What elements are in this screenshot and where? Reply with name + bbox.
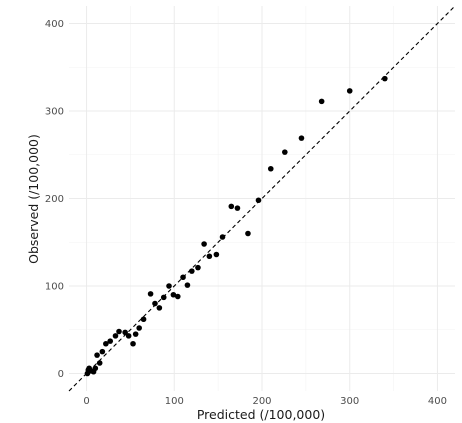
data-point [255,197,262,204]
data-point [125,333,132,339]
data-point [112,333,119,339]
data-point [107,338,114,344]
data-point [166,283,172,289]
data-point [99,348,106,355]
data-point [382,75,388,82]
data-point [298,135,305,141]
x-tick-label: 300 [340,396,359,407]
data-point [282,149,288,155]
data-point [174,293,181,300]
data-point [96,360,103,366]
data-point [147,291,154,297]
data-point [184,282,191,288]
data-point [156,305,163,311]
data-point [92,365,99,372]
data-point [219,234,226,240]
data-point [136,325,142,331]
data-point [213,251,220,258]
y-axis-ticks: 0 100 200 300 400 [45,19,64,380]
data-point [228,203,235,210]
data-point [234,205,241,211]
data-point [346,88,353,94]
data-point [267,165,274,172]
x-tick-label: 0 [83,396,89,407]
data-point [152,300,158,307]
data-point [318,98,325,105]
data-point [140,316,147,323]
y-tick-label: 300 [45,107,64,118]
data-point [206,253,213,260]
grid-lines [69,6,455,391]
data-point [94,352,100,358]
data-point [170,291,177,298]
data-point [130,340,136,347]
data-point [180,274,186,281]
x-tick-label: 200 [252,396,271,407]
y-tick-label: 0 [58,369,64,380]
data-point [116,328,122,335]
data-point [195,264,201,271]
data-point [103,340,109,347]
data-point [201,241,207,247]
data-points [84,75,388,377]
y-tick-label: 100 [45,282,64,293]
data-point [189,268,195,274]
x-tick-label: 100 [165,396,184,407]
y-tick-label: 200 [45,194,64,205]
data-point [160,294,167,301]
data-point [132,331,139,337]
x-axis-title: Predicted (/100,000) [197,407,325,422]
x-axis-ticks: 0 100 200 300 400 [83,396,447,407]
data-point [245,230,251,237]
y-axis-title: Observed (/100,000) [26,134,41,264]
y-tick-label: 400 [45,19,64,30]
x-tick-label: 400 [428,396,447,407]
data-point [122,329,128,336]
